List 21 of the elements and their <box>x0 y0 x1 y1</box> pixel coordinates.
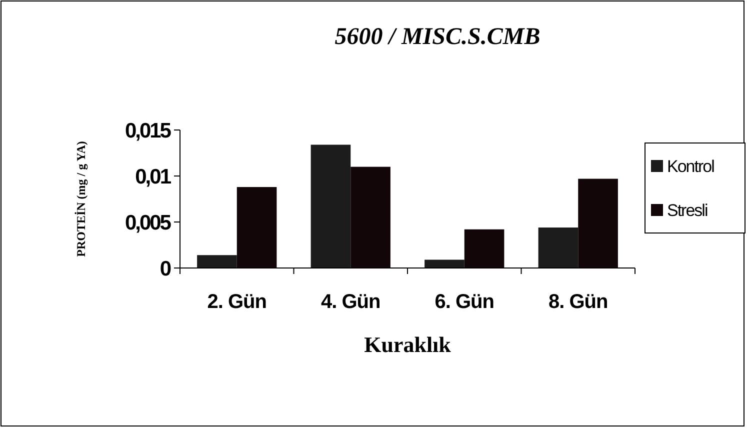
x-axis-title: Kuraklık <box>364 332 452 357</box>
bar <box>350 166 390 268</box>
bar <box>236 187 277 268</box>
x-tick-label: 4. Gün <box>321 291 380 313</box>
y-axis-title: PROTEİN (mg / g YA) <box>74 141 88 257</box>
y-tick-label: 0,01 <box>135 165 172 188</box>
x-tick-label: 2. Gün <box>207 291 266 313</box>
bar <box>197 255 237 268</box>
x-tick-label: 6. Gün <box>434 291 494 313</box>
bar <box>538 228 578 268</box>
legend-label: Stresli <box>667 200 708 220</box>
y-tick-label: 0 <box>160 257 171 280</box>
bar <box>464 229 504 268</box>
bar <box>310 144 351 268</box>
bar <box>578 178 618 268</box>
legend-label: Kontrol <box>667 156 714 176</box>
bar <box>424 260 464 268</box>
y-tick-label: 0,015 <box>124 119 172 142</box>
x-tick-label: 8. Gün <box>548 291 608 313</box>
y-tick-label: 0,005 <box>124 211 172 234</box>
chart-title: 5600 / MISC.S.CMB <box>334 24 540 50</box>
